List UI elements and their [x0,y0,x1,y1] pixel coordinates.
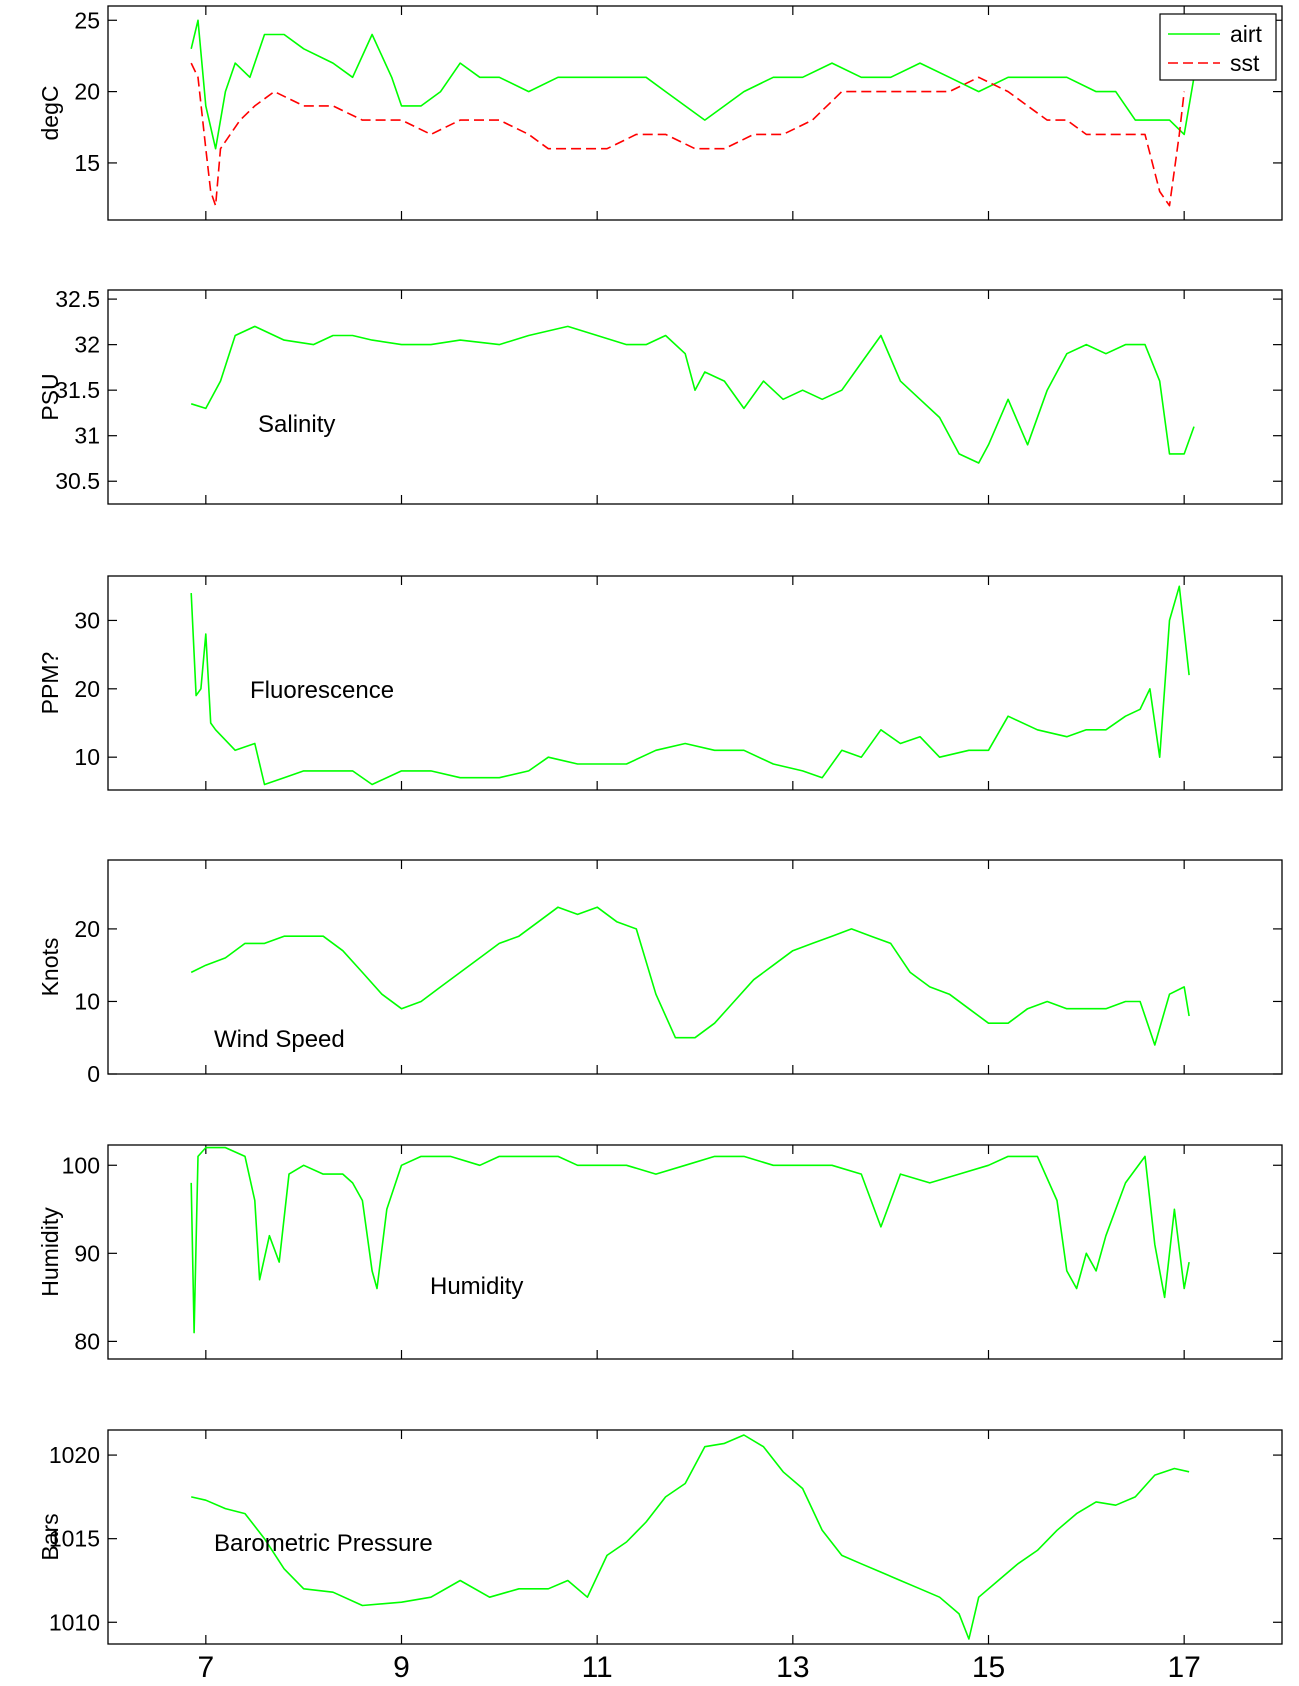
y-axis-label-2: PSU [37,373,63,420]
y-tick-label-2-4: 32 [74,332,100,358]
series-line-5-s1 [190,1146,1190,1334]
y-tick-label-4-2: 10 [74,988,100,1014]
plot-frame-5 [107,1144,1283,1360]
plot-frame-1 [107,5,1283,221]
y-axis-label-3: PPM? [37,652,63,715]
series-line-1-sst [190,62,1185,207]
plot-frame-4 [107,859,1283,1075]
y-tick-label-1-1: 15 [74,150,100,176]
y-tick-label-4-3: 20 [74,916,100,942]
y-axis-label-5: Humidity [37,1207,63,1297]
y-tick-label-6-1: 1010 [49,1609,100,1635]
y-tick-label-4-1: 0 [87,1061,100,1087]
y-axis-label-4: Knots [37,938,63,997]
series-line-3-s1 [190,585,1190,786]
y-tick-label-5-3: 100 [62,1152,100,1178]
y-tick-label-3-2: 20 [74,676,100,702]
y-tick-label-2-2: 31 [74,423,100,449]
y-tick-label-3-3: 30 [74,607,100,633]
x-tick-label-7: 7 [197,1651,214,1684]
y-tick-label-2-3: 31.5 [55,377,100,403]
legend-label-airt: airt [1230,21,1263,47]
panel-annotation-5: Humidity [430,1273,523,1300]
y-tick-label-5-2: 90 [74,1240,100,1266]
y-tick-label-3-1: 10 [74,744,100,770]
panel-annotation-2: Salinity [258,411,335,438]
plot-frame-3 [107,575,1283,791]
series-line-6-s1 [191,1434,1190,1640]
series-line-2-s1 [190,325,1195,464]
plot-frame-2 [107,289,1283,505]
y-tick-label-6-2: 1015 [49,1526,100,1552]
y-tick-label-1-3: 25 [74,7,100,33]
series-line-4-s1 [190,906,1190,1046]
x-tick-label-13: 13 [776,1651,809,1684]
y-axis-label-6: Bars [37,1513,63,1560]
x-tick-label-17: 17 [1167,1651,1200,1684]
x-tick-label-9: 9 [393,1651,410,1684]
series-line-1-airt [190,19,1195,150]
plot-frame-6 [107,1429,1283,1645]
x-tick-label-11: 11 [582,1651,613,1684]
y-tick-label-1-2: 20 [74,79,100,105]
legend-label-sst: sst [1230,50,1260,76]
y-tick-label-5-1: 80 [74,1328,100,1354]
y-axis-label-1: degC [37,86,63,141]
legend-box [1159,13,1277,81]
x-tick-label-15: 15 [972,1651,1005,1684]
panel-annotation-6: Barometric Pressure [214,1530,433,1557]
y-tick-label-2-5: 32.5 [55,286,100,312]
y-tick-label-6-3: 1020 [49,1442,100,1468]
panel-annotation-4: Wind Speed [214,1026,345,1053]
y-tick-label-2-1: 30.5 [55,468,100,494]
panel-annotation-3: Fluorescence [250,677,394,704]
